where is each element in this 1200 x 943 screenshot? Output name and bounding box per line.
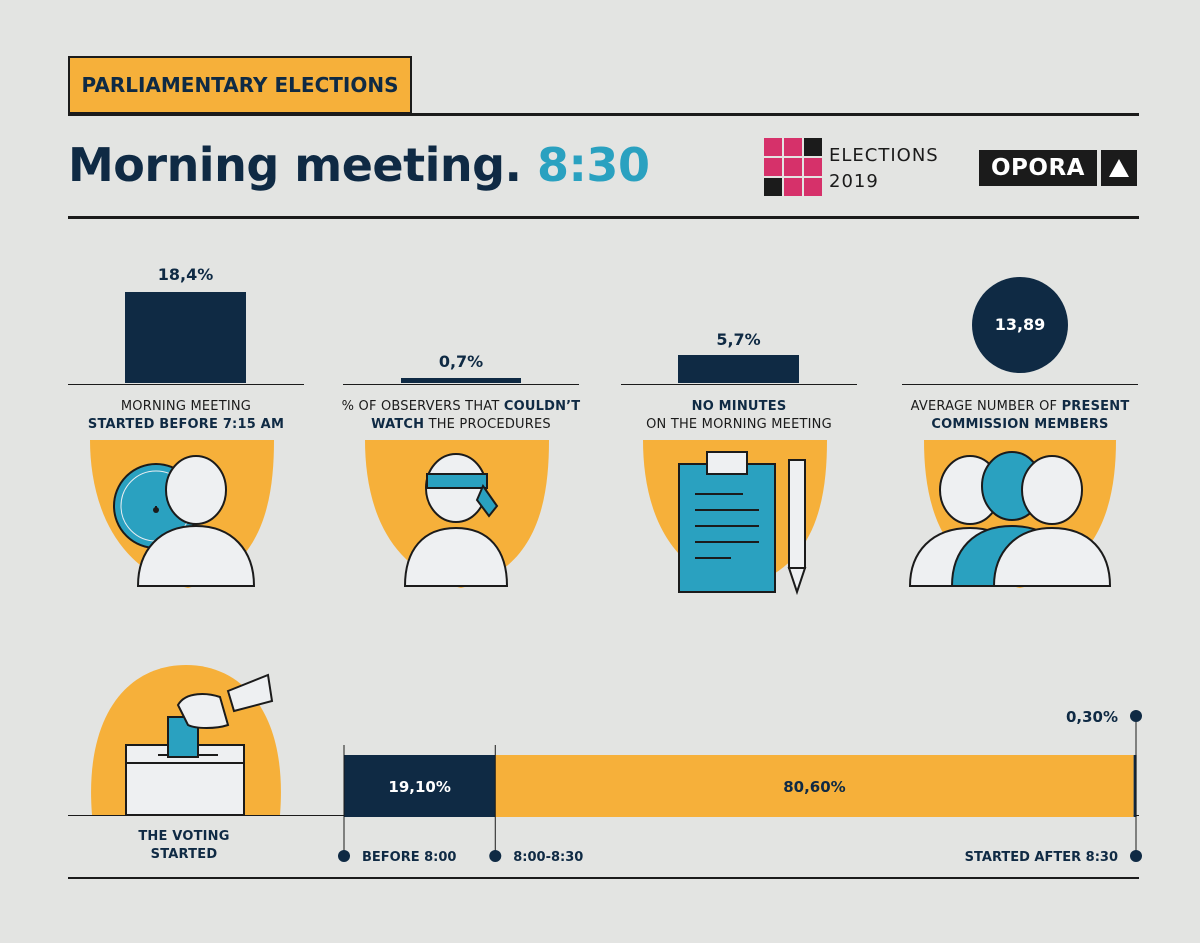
baseline-1 bbox=[68, 384, 304, 385]
ballot-box-icon bbox=[91, 665, 281, 816]
elections-logo-icon bbox=[764, 138, 822, 196]
elections-line-2: 2019 bbox=[829, 171, 879, 192]
opora-logo: OPORA bbox=[979, 150, 1137, 186]
category-label-2: 8:00-8:30 bbox=[513, 850, 583, 865]
triangle-icon bbox=[1101, 150, 1137, 186]
value-label-2: 0,7% bbox=[438, 352, 484, 371]
footer-rule bbox=[68, 877, 1139, 879]
value-label-3: 5,7% bbox=[716, 330, 761, 349]
elections-label: ELECTIONS 2019 bbox=[829, 143, 939, 195]
panel-label-1: MORNING MEETING STARTED BEFORE 7:15 AM bbox=[68, 398, 304, 434]
bar-segment-1 bbox=[344, 755, 496, 817]
marker-dot-2 bbox=[489, 850, 502, 862]
panel-label-4-bold-a: PRESENT bbox=[1061, 399, 1130, 414]
panel-label-3: NO MINUTES ON THE MORNING MEETING bbox=[621, 398, 857, 434]
elections-line-1: ELECTIONS bbox=[829, 145, 939, 166]
marker-dot-1 bbox=[338, 850, 350, 862]
clock-person-icon bbox=[90, 440, 274, 588]
voting-started-line-1: THE VOTING bbox=[138, 829, 230, 844]
baseline-2 bbox=[343, 384, 579, 385]
title-time: 8:30 bbox=[537, 138, 650, 192]
panel-label-4-bold-b: COMMISSION MEMBERS bbox=[931, 417, 1109, 432]
bar-value-label-3: 0,30% bbox=[1066, 708, 1118, 726]
group-of-people-icon bbox=[908, 440, 1116, 588]
panel-label-2: % OF OBSERVERS THAT COULDN’T WATCH THE P… bbox=[330, 398, 592, 434]
panel-label-1-line-2: STARTED BEFORE 7:15 AM bbox=[87, 417, 285, 432]
bar-segment-3 bbox=[1133, 755, 1137, 817]
panel-label-2-bold-b: WATCH bbox=[371, 417, 425, 432]
value-circle-4 bbox=[972, 277, 1068, 373]
section-tag: PARLIAMENTARY ELECTIONS bbox=[68, 56, 412, 114]
bar-value-label-2: 80,60% bbox=[783, 778, 845, 796]
marker-dot-top bbox=[1130, 710, 1142, 722]
stacked-bar-chart: 19,10% 80,60% BEFORE 8:00 8:00-8:30 STARTED … bbox=[338, 708, 1142, 865]
blindfolded-person-icon bbox=[365, 440, 549, 588]
panel-label-3-line-2: ON THE MORNING MEETING bbox=[646, 417, 832, 432]
voting-started-line-2: STARTED bbox=[150, 847, 218, 862]
bar-3 bbox=[678, 355, 799, 383]
bar-1 bbox=[125, 292, 246, 383]
panel-label-2-bold-a: COULDN’T bbox=[503, 399, 581, 414]
value-label-4: 13,89 bbox=[994, 315, 1046, 334]
voting-started-label: THE VOTING STARTED bbox=[104, 828, 264, 864]
opora-wordmark: OPORA bbox=[979, 150, 1097, 186]
baseline-4 bbox=[902, 384, 1138, 385]
bar-value-label-1: 19,10% bbox=[388, 778, 450, 796]
marker-dot-3 bbox=[1130, 850, 1142, 862]
category-label-3: STARTED AFTER 8:30 bbox=[965, 850, 1118, 865]
page-title: Morning meeting. 8:30 bbox=[68, 138, 650, 192]
value-label-1: 18,4% bbox=[157, 265, 214, 284]
panel-label-2-plain-a: % OF OBSERVERS THAT bbox=[341, 399, 504, 414]
title-text: Morning meeting. bbox=[68, 138, 522, 192]
bar-segment-2 bbox=[495, 755, 1134, 817]
header-bottom-rule bbox=[68, 216, 1139, 219]
baseline-3 bbox=[621, 384, 857, 385]
category-label-1: BEFORE 8:00 bbox=[362, 850, 456, 865]
panel-label-4: AVERAGE NUMBER OF PRESENT COMMISSION MEM… bbox=[890, 398, 1150, 434]
panel-label-4-plain: AVERAGE NUMBER OF bbox=[910, 399, 1062, 414]
panel-label-2-plain-b: THE PROCEDURES bbox=[424, 417, 551, 432]
clipboard-pen-icon bbox=[643, 440, 827, 596]
panel-label-1-line-1: MORNING MEETING bbox=[120, 399, 252, 414]
header-top-rule bbox=[68, 113, 1139, 116]
bar-2 bbox=[401, 378, 521, 383]
panel-label-3-line-1: NO MINUTES bbox=[691, 399, 787, 414]
